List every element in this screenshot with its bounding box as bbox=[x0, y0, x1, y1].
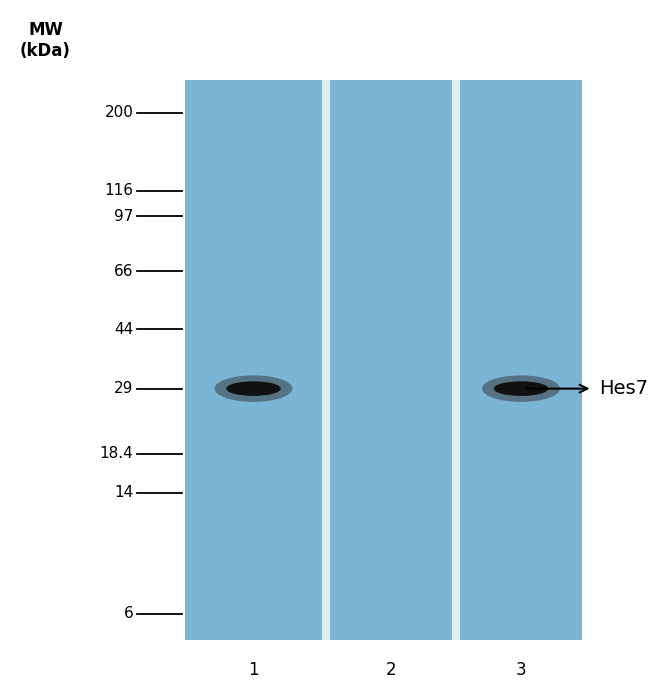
Bar bbox=[452, 80, 460, 640]
Text: 29: 29 bbox=[114, 381, 133, 396]
Text: 3: 3 bbox=[515, 661, 526, 679]
Text: 14: 14 bbox=[114, 485, 133, 500]
Ellipse shape bbox=[214, 375, 292, 402]
Bar bbox=[322, 80, 330, 640]
Text: MW
(kDa): MW (kDa) bbox=[20, 21, 71, 60]
Bar bbox=[322, 80, 330, 640]
Ellipse shape bbox=[494, 382, 548, 396]
Text: 6: 6 bbox=[124, 606, 133, 621]
Text: 2: 2 bbox=[385, 661, 396, 679]
Text: 1: 1 bbox=[248, 661, 259, 679]
Bar bbox=[185, 80, 322, 640]
Text: 18.4: 18.4 bbox=[99, 446, 133, 461]
Bar bbox=[452, 80, 460, 640]
Ellipse shape bbox=[226, 382, 281, 396]
Text: 200: 200 bbox=[105, 106, 133, 120]
Bar bbox=[460, 80, 582, 640]
Text: 66: 66 bbox=[114, 264, 133, 279]
Bar bbox=[330, 80, 452, 640]
Text: Hes7: Hes7 bbox=[599, 379, 648, 398]
Ellipse shape bbox=[482, 375, 560, 402]
Text: 97: 97 bbox=[114, 209, 133, 224]
Text: 44: 44 bbox=[114, 322, 133, 337]
Text: 116: 116 bbox=[104, 183, 133, 199]
